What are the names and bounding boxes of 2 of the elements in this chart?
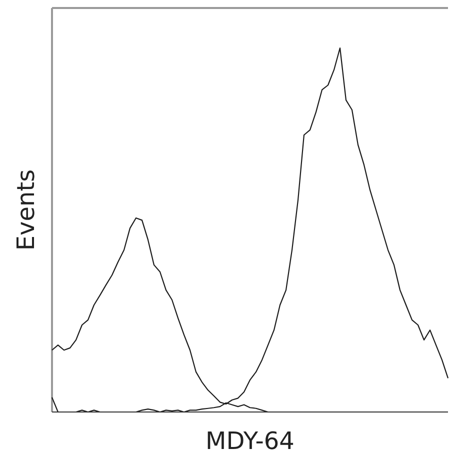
y-axis-title: Events	[12, 169, 40, 251]
x-axis-title: MDY-64	[206, 427, 294, 455]
